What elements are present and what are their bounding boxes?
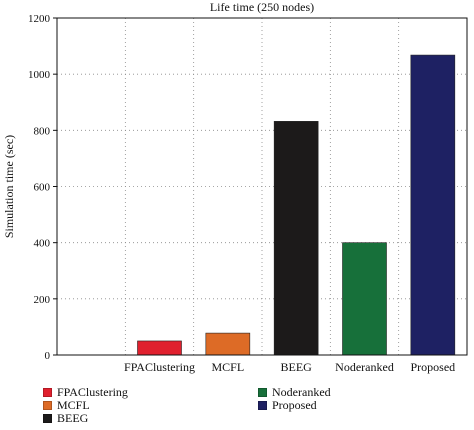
legend-swatch-noderanked [258,388,267,397]
y-axis-label: Simulation time (sec) [2,135,16,238]
legend-item-mcfl: MCFL [43,399,90,412]
bar-mcfl [205,332,251,356]
y-tick-label: 400 [34,238,51,250]
legend-item-fpaclustering: FPAClustering [43,386,128,399]
grid [57,18,467,355]
legend-label-proposed: Proposed [272,398,317,412]
legend-label-noderanked: Noderanked [272,385,331,399]
legend-swatch-beeg [43,414,52,423]
x-tick-label-noderanked: Noderanked [335,360,394,374]
legend-item-beeg: BEEG [43,412,88,425]
x-tick-label-mcfl: MCFL [211,360,244,374]
bars [137,54,456,356]
y-tick-label: 1200 [28,13,51,25]
bar-fpaclustering [137,340,182,356]
bar-beeg [273,121,319,356]
bar-noderanked [342,242,387,356]
x-tick-label-proposed: Proposed [410,360,455,374]
legend-swatch-proposed [258,401,267,410]
legend-label-fpaclustering: FPAClustering [57,385,128,399]
x-tick-labels: FPAClustering MCFL BEEG Noderanked Proposed [124,360,455,374]
y-tick-label: 0 [45,350,51,362]
legend-item-proposed: Proposed [258,399,317,412]
legend: FPAClustering MCFL BEEG Noderanked Propo… [0,383,474,425]
axes [53,17,468,356]
y-tick-labels: 0 200 400 600 800 1000 1200 [28,13,51,362]
legend-swatch-fpaclustering [43,388,52,397]
plot-frame [56,17,468,356]
x-tick-label-beeg: BEEG [280,360,312,374]
y-tick-label: 200 [34,294,51,306]
x-tick-label-fpaclustering: FPAClustering [124,360,195,374]
legend-item-noderanked: Noderanked [258,386,331,399]
bar-proposed [410,54,456,356]
legend-swatch-mcfl [43,401,52,410]
y-tick-label: 800 [34,125,51,137]
chart-title: Life time (250 nodes) [210,0,314,14]
y-tick-label: 600 [34,182,51,194]
legend-label-beeg: BEEG [57,411,89,425]
legend-label-mcfl: MCFL [57,398,90,412]
y-tick-label: 1000 [28,69,51,81]
